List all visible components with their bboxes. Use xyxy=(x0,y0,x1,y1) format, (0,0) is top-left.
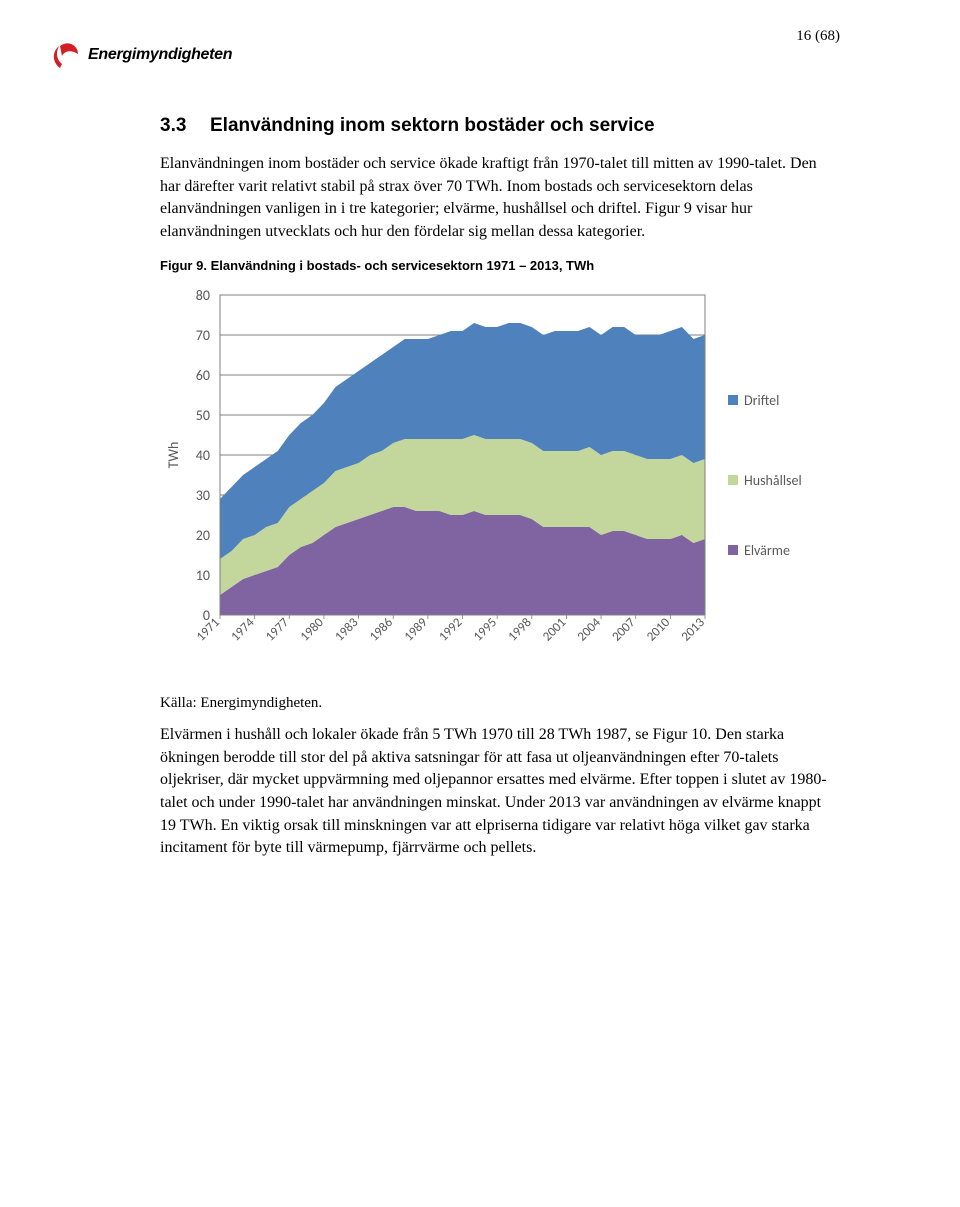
svg-text:70: 70 xyxy=(196,327,210,344)
source-text: Källa: Energimyndigheten. xyxy=(160,695,840,712)
svg-text:30: 30 xyxy=(196,487,210,504)
svg-text:1974: 1974 xyxy=(228,615,258,645)
svg-text:TWh: TWh xyxy=(165,442,182,469)
figure-title: Elanvändning i bostads- och servicesekto… xyxy=(211,258,595,273)
svg-text:Elvärme: Elvärme xyxy=(744,542,790,559)
page-number: 16 (68) xyxy=(796,28,840,45)
figure-caption: Figur 9. Elanvändning i bostads- och ser… xyxy=(160,258,840,273)
svg-text:1995: 1995 xyxy=(471,615,500,644)
svg-text:Driftel: Driftel xyxy=(744,392,779,409)
logo-text: Energimyndigheten xyxy=(88,46,232,64)
svg-text:2001: 2001 xyxy=(540,615,569,644)
svg-text:1986: 1986 xyxy=(367,615,397,645)
section-title: Elanvändning inom sektorn bostäder och s… xyxy=(210,115,655,136)
svg-text:Hushållsel: Hushållsel xyxy=(744,472,802,489)
svg-text:2013: 2013 xyxy=(679,615,709,645)
area-chart: 01020304050607080TWh19711974197719801983… xyxy=(160,285,820,685)
svg-text:40: 40 xyxy=(196,447,210,464)
svg-text:1971: 1971 xyxy=(194,615,223,644)
svg-text:20: 20 xyxy=(196,527,210,544)
svg-text:10: 10 xyxy=(196,567,210,584)
svg-text:1983: 1983 xyxy=(332,615,362,645)
svg-text:1998: 1998 xyxy=(505,615,535,645)
svg-text:1989: 1989 xyxy=(401,615,431,645)
svg-text:1980: 1980 xyxy=(298,615,328,645)
svg-text:80: 80 xyxy=(196,287,210,304)
section-number: 3.3 xyxy=(160,115,210,137)
paragraph-1: Elanvändningen inom bostäder och service… xyxy=(160,153,840,244)
svg-text:1977: 1977 xyxy=(263,615,293,645)
svg-text:60: 60 xyxy=(196,367,210,384)
chart-svg-icon: 01020304050607080TWh19711974197719801983… xyxy=(160,285,820,680)
section-heading: 3.3Elanvändning inom sektorn bostäder oc… xyxy=(160,115,840,137)
svg-text:2010: 2010 xyxy=(644,615,674,645)
svg-text:2004: 2004 xyxy=(575,615,605,645)
figure-label: Figur 9. xyxy=(160,258,207,273)
logo-mark-icon xyxy=(50,40,82,70)
paragraph-2: Elvärmen i hushåll och lokaler ökade frå… xyxy=(160,724,840,860)
logo: Energimyndigheten xyxy=(50,40,232,70)
svg-text:1992: 1992 xyxy=(436,615,466,645)
svg-text:50: 50 xyxy=(196,407,210,424)
svg-text:2007: 2007 xyxy=(609,615,639,645)
